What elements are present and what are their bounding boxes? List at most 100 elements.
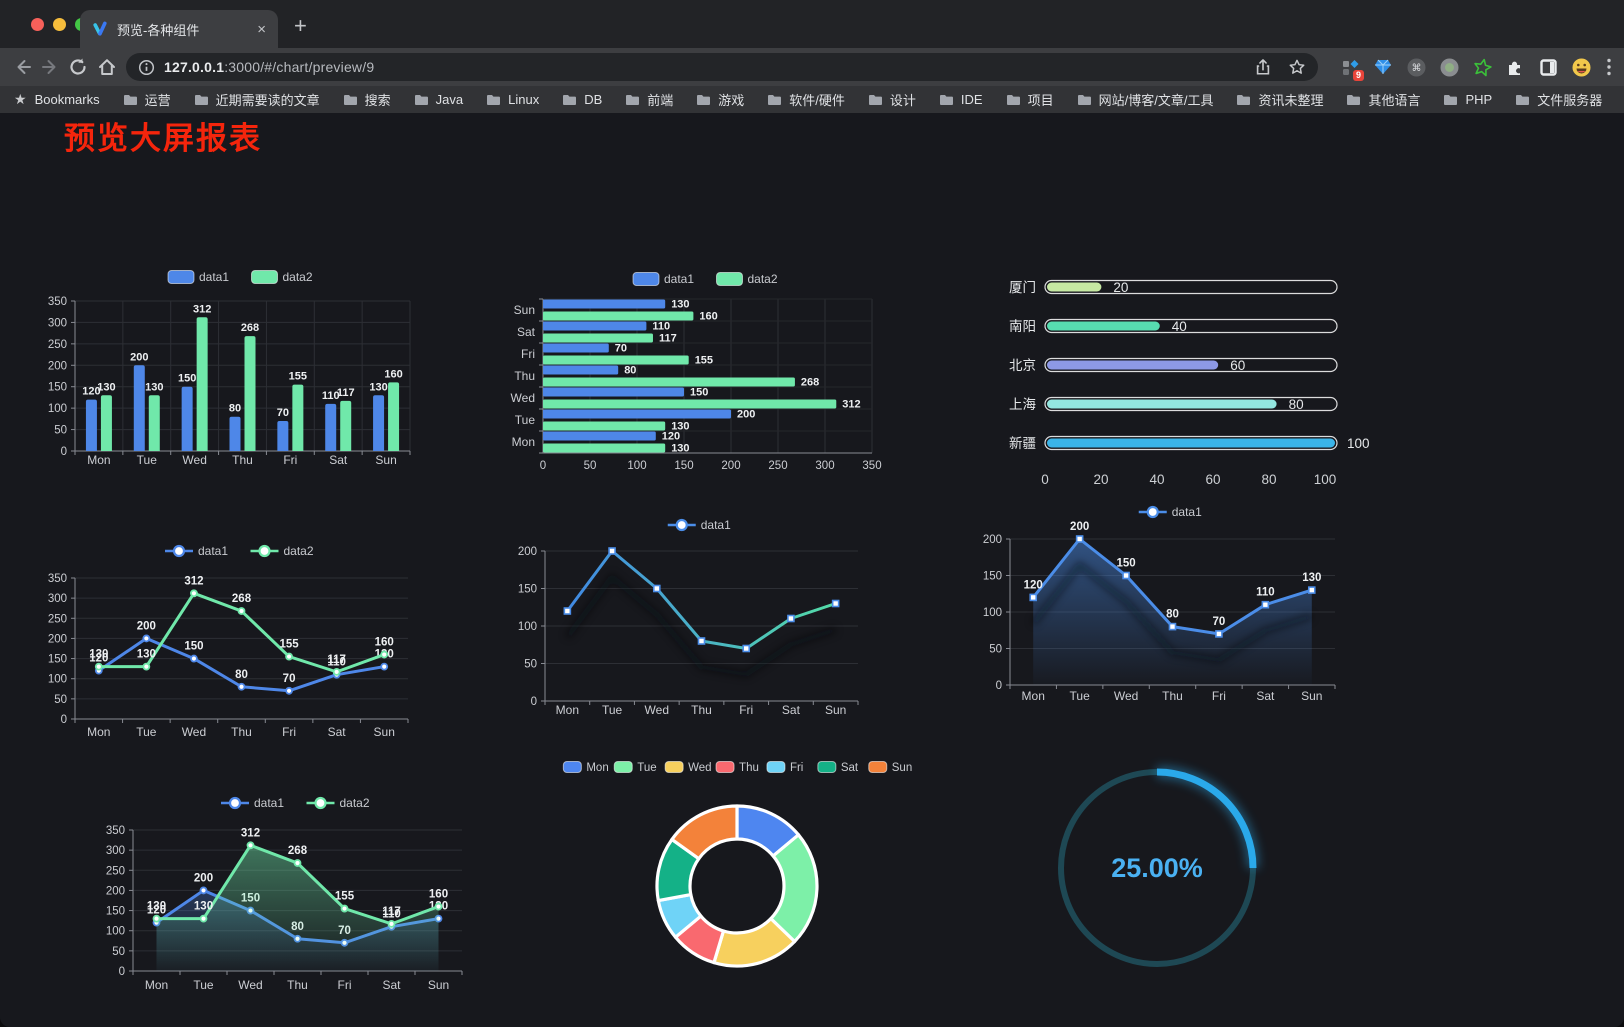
legend-item-Sat[interactable]: Sat (817, 761, 859, 775)
bookmark-folder[interactable]: DB (562, 92, 602, 107)
svg-text:Sun: Sun (428, 978, 449, 992)
legend-item-data1[interactable]: data1 (165, 544, 228, 558)
progress-track (1044, 396, 1338, 412)
bookmark-folder[interactable]: 运营 (123, 90, 171, 109)
legend-item-Wed[interactable]: Wed (664, 761, 712, 775)
extension-command-icon[interactable]: ⌘ (1406, 57, 1426, 77)
bookmark-folder[interactable]: IDE (939, 92, 983, 107)
legend-item-data2[interactable]: data2 (251, 270, 313, 284)
legend-item-data2[interactable]: data2 (250, 544, 314, 558)
bookmark-folder[interactable]: Java (414, 92, 463, 107)
home-icon[interactable] (97, 57, 117, 77)
minimize-window-button[interactable] (53, 18, 66, 31)
svg-text:120: 120 (1024, 579, 1043, 591)
legend-item-Fri[interactable]: Fri (766, 761, 803, 775)
chart-bar-horizontal[interactable]: data1 data2 0 50 100 150 200 250 300 350 Mon Tue Wed… (505, 263, 885, 477)
chart-line-basic[interactable]: data1 data2 0 50 100 150 200 250 300 350 Mon Tue Wed… (45, 538, 417, 745)
extension-gem-icon[interactable] (1373, 57, 1393, 77)
bookmark-folder[interactable]: 设计 (868, 90, 916, 109)
reload-icon[interactable] (68, 57, 88, 77)
svg-text:Sun: Sun (825, 703, 846, 717)
legend-item-data2[interactable]: data2 (306, 796, 370, 810)
chart-donut[interactable]: Mon Tue Wed Thu Fri Sat Sun (552, 753, 922, 983)
svg-text:268: 268 (232, 593, 252, 605)
svg-text:250: 250 (48, 339, 67, 351)
bookmark-folder[interactable]: 软件/硬件 (767, 90, 845, 109)
extension-record-icon[interactable] (1439, 57, 1459, 77)
svg-text:20: 20 (1093, 472, 1108, 487)
svg-text:Wed: Wed (182, 725, 206, 739)
extension-badge: 9 (1352, 70, 1364, 81)
chart-line-gradient[interactable]: data1 0 50 100 150 200 Mon Tue Wed Thu Fri Sat Sun (505, 511, 885, 721)
chart-progress-bars[interactable]: 厦门 20 南阳 40 北京 60 上海 80 新疆 100 0 20 40 60 80 100 (990, 265, 1370, 495)
svg-text:Wed: Wed (1114, 689, 1138, 703)
svg-text:100: 100 (1347, 436, 1370, 451)
bookmark-folder[interactable]: 前端 (625, 90, 673, 109)
svg-text:南阳: 南阳 (1009, 319, 1036, 334)
svg-text:Thu: Thu (739, 762, 759, 774)
close-window-button[interactable] (31, 18, 44, 31)
bookmark-folder[interactable]: 搜索 (343, 90, 391, 109)
close-tab-icon[interactable]: × (257, 20, 266, 38)
legend-item-Tue[interactable]: Tue (613, 761, 657, 775)
svg-text:200: 200 (737, 409, 755, 421)
legend-item-Sun[interactable]: Sun (868, 761, 912, 775)
extension-panel-icon[interactable] (1538, 57, 1558, 77)
bookmarks-label[interactable]: Bookmarks (34, 92, 100, 107)
chart-line-area-double[interactable]: data1 data2 0 50 100 150 200 250 300 350 Mon Tue Wed… (106, 790, 476, 998)
svg-text:268: 268 (241, 322, 259, 334)
bookmark-folder[interactable]: 游戏 (696, 90, 744, 109)
bookmark-folder[interactable]: Linux (486, 92, 539, 107)
tab-strip: 预览-各种组件 × + (0, 0, 1624, 48)
svg-text:Sat: Sat (382, 978, 401, 992)
page-title: 预览大屏报表 (64, 121, 262, 156)
svg-text:Sat: Sat (1256, 689, 1275, 703)
svg-text:厦门: 厦门 (1009, 280, 1036, 295)
new-tab-button[interactable]: + (294, 13, 307, 38)
bookmark-folder[interactable]: 资讯未整理 (1236, 90, 1323, 109)
browser-tab[interactable]: 预览-各种组件 × (80, 10, 278, 48)
bookmark-folder[interactable]: 近期需要读的文章 (194, 90, 320, 109)
bookmark-star-icon[interactable] (1288, 58, 1306, 76)
chart-bar-grouped[interactable]: data1 data2 0 50 100 150 200 250 300 350 Mon Tue Wed… (45, 261, 417, 475)
legend-item-Thu[interactable]: Thu (715, 761, 759, 775)
legend-item-Mon[interactable]: Mon (562, 761, 609, 775)
svg-text:300: 300 (48, 317, 67, 329)
bookmarks-star-icon[interactable]: ★ (14, 91, 27, 107)
svg-text:80: 80 (1166, 609, 1179, 621)
browser-menu-icon[interactable] (1604, 57, 1614, 77)
back-icon[interactable] (13, 57, 33, 77)
chart-line-area[interactable]: data1 0 50 100 150 200 Mon Tue Wed Thu Fri Sat Sun 12… (975, 499, 1360, 711)
address-bar[interactable]: 127.0.0.1:3000/#/chart/preview/9 (126, 53, 1318, 81)
extension-grid-icon[interactable]: 9 (1340, 57, 1364, 81)
extension-puzzle-icon[interactable] (1505, 57, 1525, 77)
svg-text:120: 120 (662, 431, 680, 443)
legend-item-data1[interactable]: data1 (632, 272, 694, 286)
bookmark-folder[interactable]: 项目 (1006, 90, 1054, 109)
bookmark-folder[interactable]: 网站/博客/文章/工具 (1077, 90, 1213, 109)
extension-emoji-icon[interactable] (1571, 57, 1591, 77)
svg-text:Sat: Sat (782, 703, 801, 717)
svg-text:250: 250 (48, 613, 67, 625)
legend-item-data1[interactable]: data1 (167, 270, 229, 284)
svg-text:130: 130 (671, 443, 689, 455)
legend-item-data2[interactable]: data2 (716, 272, 778, 286)
bookmark-folder[interactable]: 文件服务器 (1515, 90, 1602, 109)
info-icon[interactable] (138, 59, 155, 76)
extension-star-icon[interactable] (1472, 57, 1492, 77)
svg-text:北京: 北京 (1009, 358, 1036, 373)
legend-item-data1[interactable]: data1 (221, 796, 284, 810)
donut-slice-Sun[interactable] (670, 804, 739, 861)
chart-gauge[interactable]: 25.00% (1055, 763, 1261, 975)
legend-item-data1[interactable]: data1 (1138, 505, 1202, 519)
svg-text:250: 250 (768, 460, 787, 472)
legend-item-data1[interactable]: data1 (667, 518, 731, 532)
svg-text:data1: data1 (1172, 505, 1202, 519)
forward-icon[interactable] (40, 57, 60, 77)
svg-text:300: 300 (106, 845, 125, 857)
bookmark-folder[interactable]: 其他语言 (1346, 90, 1420, 109)
svg-text:data2: data2 (748, 272, 778, 286)
share-icon[interactable] (1254, 58, 1272, 76)
bookmark-folder[interactable]: PHP (1443, 92, 1492, 107)
